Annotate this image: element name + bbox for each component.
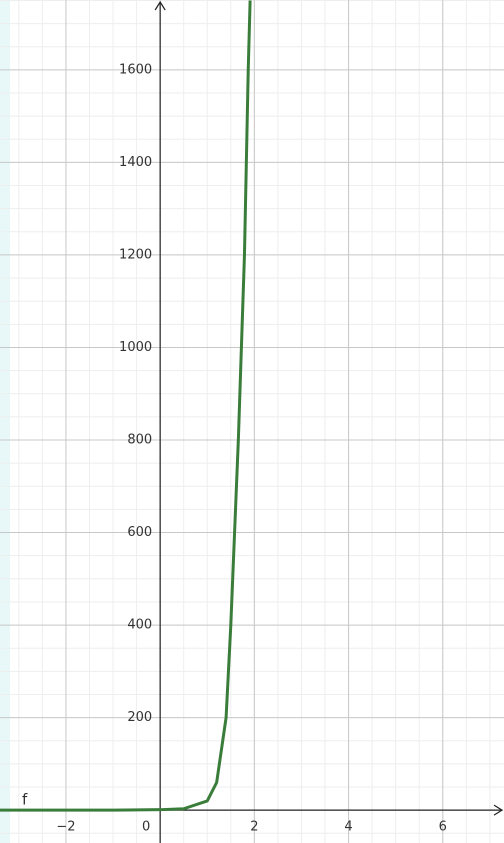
y-tick-label: 1000 [119, 340, 152, 355]
y-tick-label: 1200 [119, 247, 152, 262]
y-tick-label: 200 [127, 710, 152, 725]
x-tick-label: 4 [344, 820, 352, 835]
x-tick-label: 0 [142, 820, 150, 835]
function-curve [0, 0, 252, 812]
x-tick-label: 2 [250, 820, 258, 835]
y-tick-label: 800 [127, 433, 152, 448]
function-label: f [22, 791, 28, 809]
y-tick-label: 1600 [119, 62, 152, 77]
y-tick-label: 400 [127, 618, 152, 633]
x-tick-label: −2 [56, 820, 75, 835]
x-tick-label: 6 [439, 820, 447, 835]
y-tick-label: 1400 [119, 155, 152, 170]
x-axis-arrow [493, 804, 504, 816]
y-tick-label: 600 [127, 525, 152, 540]
plot-area [10, 0, 504, 843]
y-axis-arrow [154, 0, 166, 11]
